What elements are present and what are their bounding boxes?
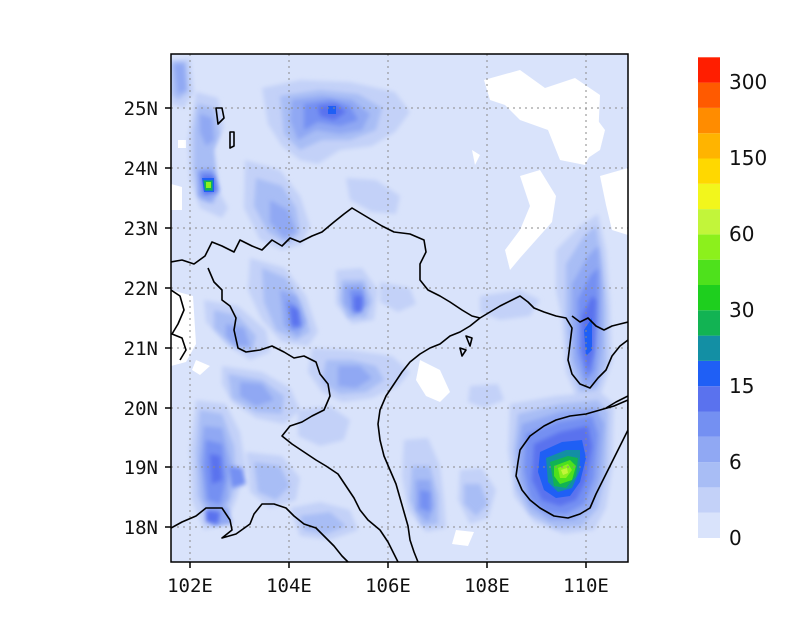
colorbar-swatch xyxy=(698,82,720,108)
colorbar-swatch xyxy=(698,285,720,311)
y-tick-label: 23N xyxy=(124,218,158,240)
y-tick-label: 25N xyxy=(124,98,158,120)
colorbar-label: 0 xyxy=(729,526,742,550)
laos-thailand-border xyxy=(171,503,349,562)
plot-frame xyxy=(170,53,629,563)
colorbar-swatch xyxy=(698,209,720,235)
colorbar-swatch xyxy=(698,411,720,437)
colorbar-label: 300 xyxy=(729,70,767,94)
x-tick-label: 110E xyxy=(563,575,609,597)
leizhou-coast xyxy=(571,315,628,331)
china-south-coast xyxy=(479,295,628,389)
island-1 xyxy=(465,335,473,347)
x-tick-label: 106E xyxy=(365,575,411,597)
colorbar-label: 60 xyxy=(729,222,754,246)
colorbar-swatch xyxy=(698,158,720,184)
vietnam-laos-border xyxy=(207,267,399,562)
island-2 xyxy=(459,347,467,357)
axis-ticks xyxy=(165,107,587,568)
east-coast xyxy=(605,395,628,409)
colorbar-labels: 0 6 15 30 60 150 300 xyxy=(729,70,767,550)
colorbar-label: 6 xyxy=(729,450,742,474)
x-tick-label: 108E xyxy=(464,575,510,597)
colorbar-swatch xyxy=(698,436,720,463)
colorbar-label: 150 xyxy=(729,146,767,170)
colorbar-swatch xyxy=(698,487,720,513)
colorbar-swatch xyxy=(698,512,720,538)
china-laos-border xyxy=(171,289,187,361)
y-tick-label: 18N xyxy=(124,517,158,539)
colorbar-swatch xyxy=(698,360,720,387)
y-tick-label: 20N xyxy=(124,398,158,420)
colorbar xyxy=(698,57,720,538)
colorbar-swatch xyxy=(698,234,720,260)
colorbar-swatch xyxy=(698,183,720,210)
colorbar-swatch xyxy=(698,335,720,361)
hainan-island xyxy=(515,399,628,519)
y-tick-label: 24N xyxy=(124,158,158,180)
boundaries xyxy=(171,107,628,562)
y-tick-label: 19N xyxy=(124,457,158,479)
china-vietnam-border xyxy=(171,207,481,319)
x-tick-label: 102E xyxy=(167,575,213,597)
lake-outline-2 xyxy=(229,131,235,149)
colorbar-label: 30 xyxy=(729,298,754,322)
contour-fill xyxy=(171,54,628,562)
y-tick-label: 21N xyxy=(124,338,158,360)
colorbar-swatch xyxy=(698,133,720,159)
gridlines xyxy=(171,54,628,562)
y-axis-labels: 18N 19N 20N 21N 22N 23N 24N 25N xyxy=(124,98,158,539)
x-axis-labels: 102E 104E 106E 108E 110E xyxy=(167,575,609,597)
contour-level-13 xyxy=(561,468,568,475)
colorbar-label: 15 xyxy=(729,374,754,398)
y-tick-label: 22N xyxy=(124,278,158,300)
colorbar-swatch xyxy=(698,386,720,412)
colorbar-swatch xyxy=(698,310,720,336)
lake-outline xyxy=(215,107,225,125)
plot-area xyxy=(170,53,629,563)
contour-level-12 xyxy=(206,182,211,188)
colorbar-swatch xyxy=(698,107,720,134)
colorbar-swatch xyxy=(698,462,720,488)
colorbar-swatch xyxy=(698,259,720,285)
gulf-of-tonkin-coast xyxy=(377,317,481,562)
x-tick-label: 104E xyxy=(266,575,312,597)
colorbar-swatch xyxy=(698,57,720,83)
no-rain-areas xyxy=(171,70,628,546)
